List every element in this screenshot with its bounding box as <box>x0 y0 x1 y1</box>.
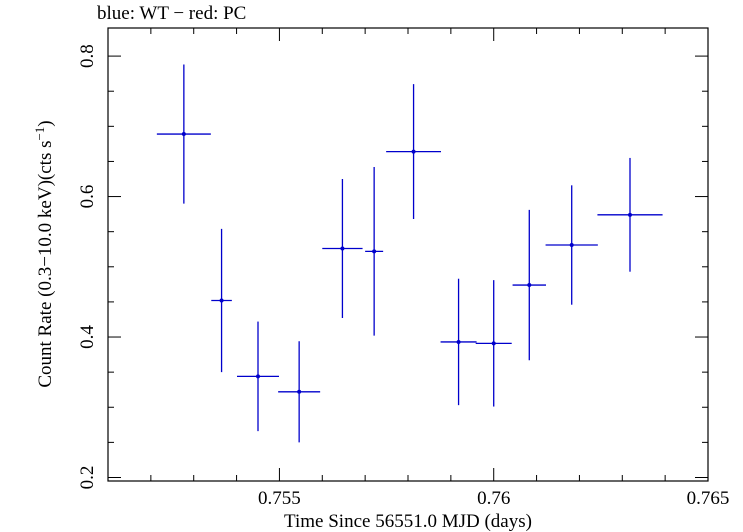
data-point <box>545 185 598 305</box>
data-marker <box>456 339 461 344</box>
chart-title: blue: WT − red: PC <box>97 3 247 24</box>
data-point <box>237 321 279 432</box>
data-point <box>386 84 441 220</box>
y-tick-label: 0.4 <box>77 325 98 349</box>
data-marker <box>340 246 345 251</box>
y-tick-label: 0.8 <box>77 44 98 68</box>
data-point <box>440 278 477 406</box>
y-axis-label-main: Count Rate (0.3−10.0 keV)(cts s <box>35 141 56 388</box>
data-marker <box>569 243 574 248</box>
data-point <box>475 280 512 407</box>
y-axis-label-close: ) <box>35 120 56 126</box>
x-axis-label: Time Since 56551.0 MJD (days) <box>284 511 532 532</box>
y-tick-label: 0.2 <box>77 466 98 490</box>
data-points <box>156 64 663 443</box>
data-marker <box>491 341 496 346</box>
data-marker <box>256 374 260 379</box>
x-tick-label: 0.755 <box>258 488 301 509</box>
data-point <box>512 209 546 361</box>
data-marker <box>219 298 224 303</box>
data-point <box>597 157 663 272</box>
data-marker <box>527 283 532 288</box>
y-axis-label-sup: −1 <box>32 127 47 141</box>
data-point <box>156 64 211 204</box>
data-marker <box>628 212 632 217</box>
x-tick-label: 0.76 <box>477 488 510 509</box>
axis-ticks <box>107 28 709 481</box>
x-tick-label: 0.765 <box>687 488 730 509</box>
data-marker <box>181 132 186 137</box>
data-marker <box>297 389 302 394</box>
data-point <box>365 167 384 336</box>
y-tick-label: 0.6 <box>77 185 98 209</box>
data-point <box>322 179 363 319</box>
data-marker <box>411 149 416 154</box>
axis-tick-labels: 0.755 0.76 0.765 0.2 0.4 0.6 0.8 <box>77 44 729 509</box>
y-axis-label: Count Rate (0.3−10.0 keV)(cts s−1) <box>32 120 56 387</box>
data-point <box>211 228 232 373</box>
data-point <box>278 341 321 443</box>
data-marker <box>372 249 377 254</box>
plot-frame <box>107 27 709 482</box>
